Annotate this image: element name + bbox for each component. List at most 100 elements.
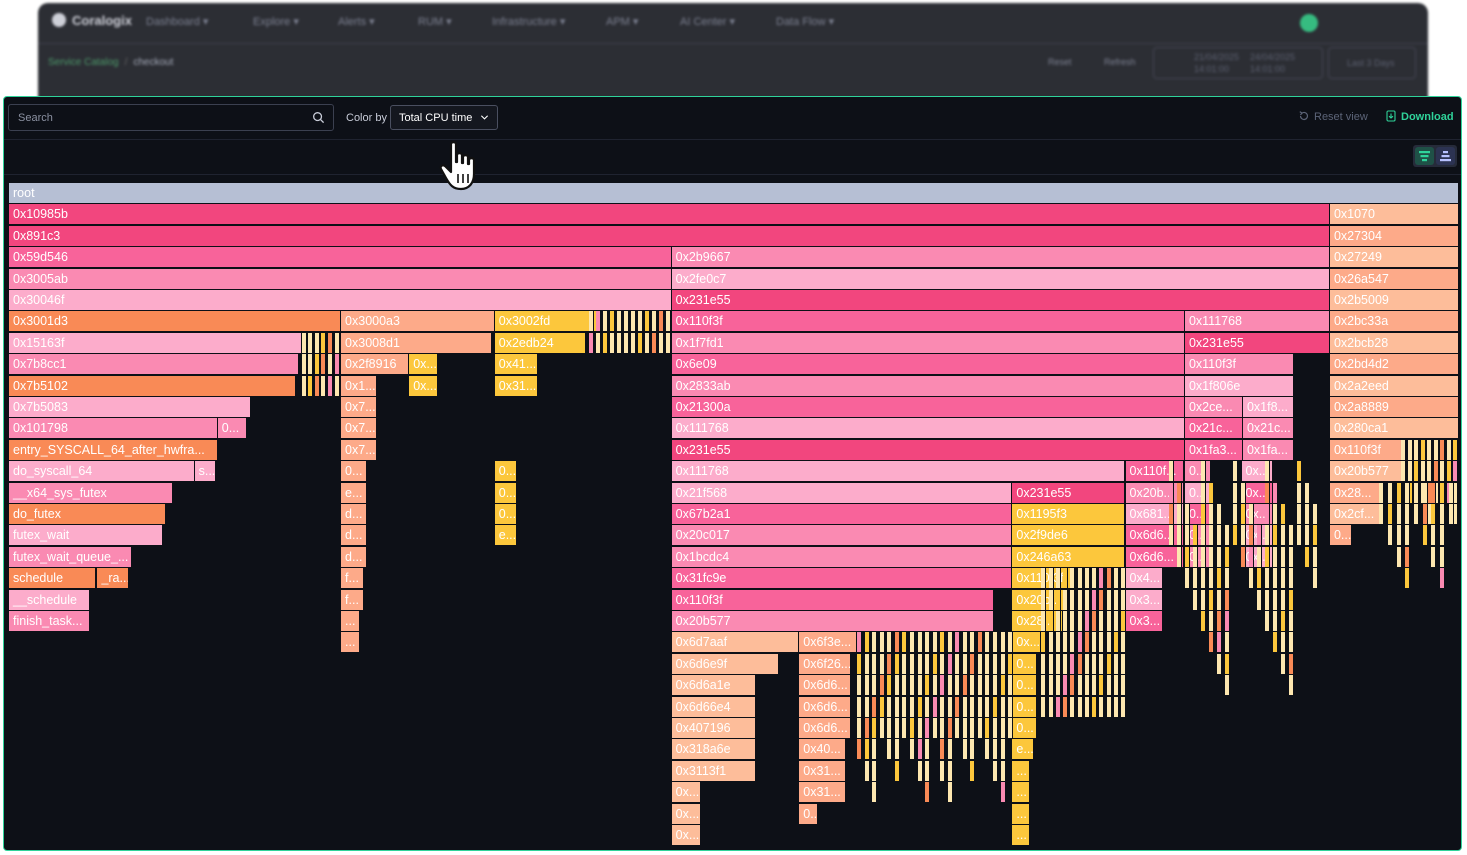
flame-frame-narrow[interactable] <box>1396 482 1402 503</box>
flame-frame-narrow[interactable] <box>1304 482 1310 503</box>
flame-frame[interactable]: 0x20c017 <box>671 525 1013 546</box>
flame-frame-narrow[interactable] <box>902 675 908 696</box>
flame-frame[interactable]: 0x111768 <box>671 461 1126 482</box>
flame-frame-narrow[interactable] <box>1077 568 1083 589</box>
flame-frame-narrow[interactable] <box>1420 461 1426 482</box>
flame-frame-narrow[interactable] <box>1041 632 1047 653</box>
flame-frame[interactable]: 0x7... <box>341 397 378 417</box>
flame-frame-narrow[interactable] <box>910 675 916 696</box>
flame-frame-narrow[interactable] <box>321 375 327 396</box>
flame-frame[interactable]: 0x21c... <box>1242 418 1294 439</box>
flame-frame-narrow[interactable] <box>1312 525 1318 546</box>
flame-frame-narrow[interactable] <box>1379 482 1385 503</box>
flame-frame[interactable]: 0... <box>217 418 247 439</box>
flame-frame-narrow[interactable] <box>1288 546 1294 567</box>
flame-frame[interactable]: 0x1bcdc4 <box>671 546 1013 567</box>
flame-frame-narrow[interactable] <box>609 332 615 353</box>
flame-frame-narrow[interactable] <box>940 718 946 738</box>
flame-frame-narrow[interactable] <box>301 375 307 396</box>
flame-frame-narrow[interactable] <box>1070 632 1076 653</box>
flame-frame-narrow[interactable] <box>872 675 878 696</box>
flame-frame-narrow[interactable] <box>1070 675 1076 696</box>
flame-frame-narrow[interactable] <box>1048 653 1054 674</box>
flame-frame-narrow[interactable] <box>932 675 938 696</box>
flame-frame-narrow[interactable] <box>1396 546 1402 567</box>
flame-frame[interactable]: 0x... <box>671 803 701 824</box>
flame-frame-narrow[interactable] <box>887 696 893 717</box>
flame-frame-narrow[interactable] <box>932 653 938 674</box>
flame-frame[interactable]: 0x3008d1 <box>341 332 492 353</box>
flame-frame-narrow[interactable] <box>1070 611 1076 631</box>
flame-frame-narrow[interactable] <box>925 653 931 674</box>
flame-frame-narrow[interactable] <box>1387 504 1393 524</box>
flame-frame-narrow[interactable] <box>1208 589 1214 610</box>
background-reset-button[interactable]: Reset <box>1048 57 1072 67</box>
flame-frame-narrow[interactable] <box>658 332 664 353</box>
flame-frame[interactable]: 0x6d7aaf <box>671 632 800 653</box>
flame-frame[interactable]: 0x111768 <box>671 418 1185 439</box>
flame-frame-narrow[interactable] <box>1296 482 1302 503</box>
flame-frame-narrow[interactable] <box>1084 653 1090 674</box>
flame-frame[interactable]: schedule <box>9 568 96 589</box>
flame-frame-narrow[interactable] <box>1113 568 1119 589</box>
flame-frame-narrow[interactable] <box>894 653 900 674</box>
flame-frame-narrow[interactable] <box>1216 653 1222 674</box>
flame-frame-narrow[interactable] <box>1063 589 1069 610</box>
flame-frame-narrow[interactable] <box>872 696 878 717</box>
flame-frame-narrow[interactable] <box>1405 504 1411 524</box>
flame-frame[interactable]: 0x1195f3 <box>1012 504 1126 524</box>
flame-frame-narrow[interactable] <box>1200 589 1206 610</box>
flame-frame-narrow[interactable] <box>940 653 946 674</box>
flame-frame-narrow[interactable] <box>962 653 968 674</box>
flame-frame-narrow[interactable] <box>1077 653 1083 674</box>
flame-frame-narrow[interactable] <box>1000 760 1006 781</box>
reset-view-button[interactable]: Reset view <box>1298 110 1368 123</box>
flame-frame[interactable]: 0x1f8... <box>1242 397 1294 417</box>
flame-frame-narrow[interactable] <box>947 739 953 760</box>
flame-frame-narrow[interactable] <box>623 311 629 332</box>
flame-frame-narrow[interactable] <box>1414 482 1420 503</box>
flame-frame-narrow[interactable] <box>902 653 908 674</box>
flame-frame[interactable]: 0x318a6e <box>671 739 756 760</box>
flame-frame-narrow[interactable] <box>1008 718 1014 738</box>
flame-frame[interactable]: 0x231e55 <box>1184 332 1330 353</box>
icicle-view-toggle[interactable] <box>1436 147 1455 165</box>
flame-frame-narrow[interactable] <box>932 718 938 738</box>
flame-frame-narrow[interactable] <box>1224 568 1230 589</box>
flame-frame-narrow[interactable] <box>955 718 961 738</box>
flame-frame[interactable]: __x64_sys_futex <box>9 482 173 503</box>
flame-frame-narrow[interactable] <box>1169 504 1174 524</box>
flame-frame-narrow[interactable] <box>879 696 885 717</box>
flame-frame-narrow[interactable] <box>1216 546 1222 567</box>
flame-frame-narrow[interactable] <box>1084 632 1090 653</box>
flame-frame-narrow[interactable] <box>1169 482 1174 503</box>
flame-frame[interactable]: 0x891c3 <box>9 225 1330 246</box>
flame-frame-narrow[interactable] <box>1224 653 1230 674</box>
flame-frame[interactable]: 0x67b2a1 <box>671 504 1013 524</box>
flame-frame[interactable]: 0x101798 <box>9 418 218 439</box>
flame-frame-narrow[interactable] <box>1240 546 1246 567</box>
flame-frame-narrow[interactable] <box>887 653 893 674</box>
flame-frame-narrow[interactable] <box>1063 632 1069 653</box>
flame-frame-narrow[interactable] <box>857 653 863 674</box>
flame-frame[interactable]: 0x7b8cc1 <box>9 354 299 375</box>
flame-frame-narrow[interactable] <box>977 696 983 717</box>
flame-frame-narrow[interactable] <box>1224 632 1230 653</box>
flame-frame-narrow[interactable] <box>1063 675 1069 696</box>
flame-frame[interactable]: 0x6f26... <box>799 653 852 674</box>
flame-frame-narrow[interactable] <box>1256 546 1262 567</box>
flame-frame-narrow[interactable] <box>1440 546 1446 567</box>
flame-frame-narrow[interactable] <box>894 739 900 760</box>
flame-frame-narrow[interactable] <box>1433 461 1439 482</box>
flame-frame-narrow[interactable] <box>1099 653 1105 674</box>
flame-frame-narrow[interactable] <box>1256 589 1262 610</box>
flame-frame-narrow[interactable] <box>1041 696 1047 717</box>
flame-frame-narrow[interactable] <box>857 632 863 653</box>
flame-frame-narrow[interactable] <box>902 696 908 717</box>
flame-frame-narrow[interactable] <box>1256 525 1262 546</box>
flame-frame-narrow[interactable] <box>1121 568 1127 589</box>
flame-frame[interactable]: 0x27304 <box>1329 225 1459 246</box>
flame-frame-narrow[interactable] <box>1106 589 1112 610</box>
flame-frame[interactable]: e... <box>341 482 368 503</box>
flame-frame-narrow[interactable] <box>932 632 938 653</box>
